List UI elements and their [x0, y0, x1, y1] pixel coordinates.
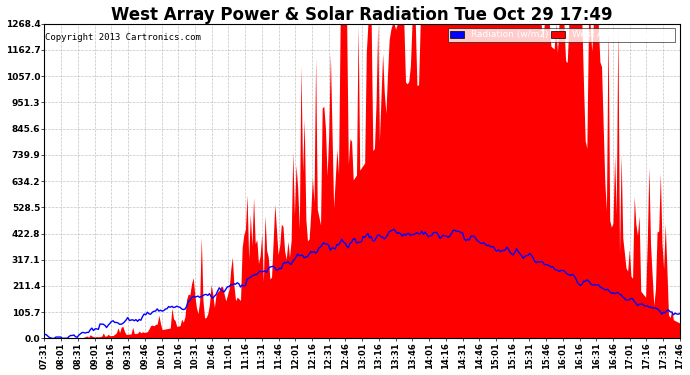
- Legend: Radiation (w/m2), West Array (DC Watts): Radiation (w/m2), West Array (DC Watts): [448, 28, 676, 42]
- Text: Copyright 2013 Cartronics.com: Copyright 2013 Cartronics.com: [45, 33, 201, 42]
- Title: West Array Power & Solar Radiation Tue Oct 29 17:49: West Array Power & Solar Radiation Tue O…: [111, 6, 613, 24]
